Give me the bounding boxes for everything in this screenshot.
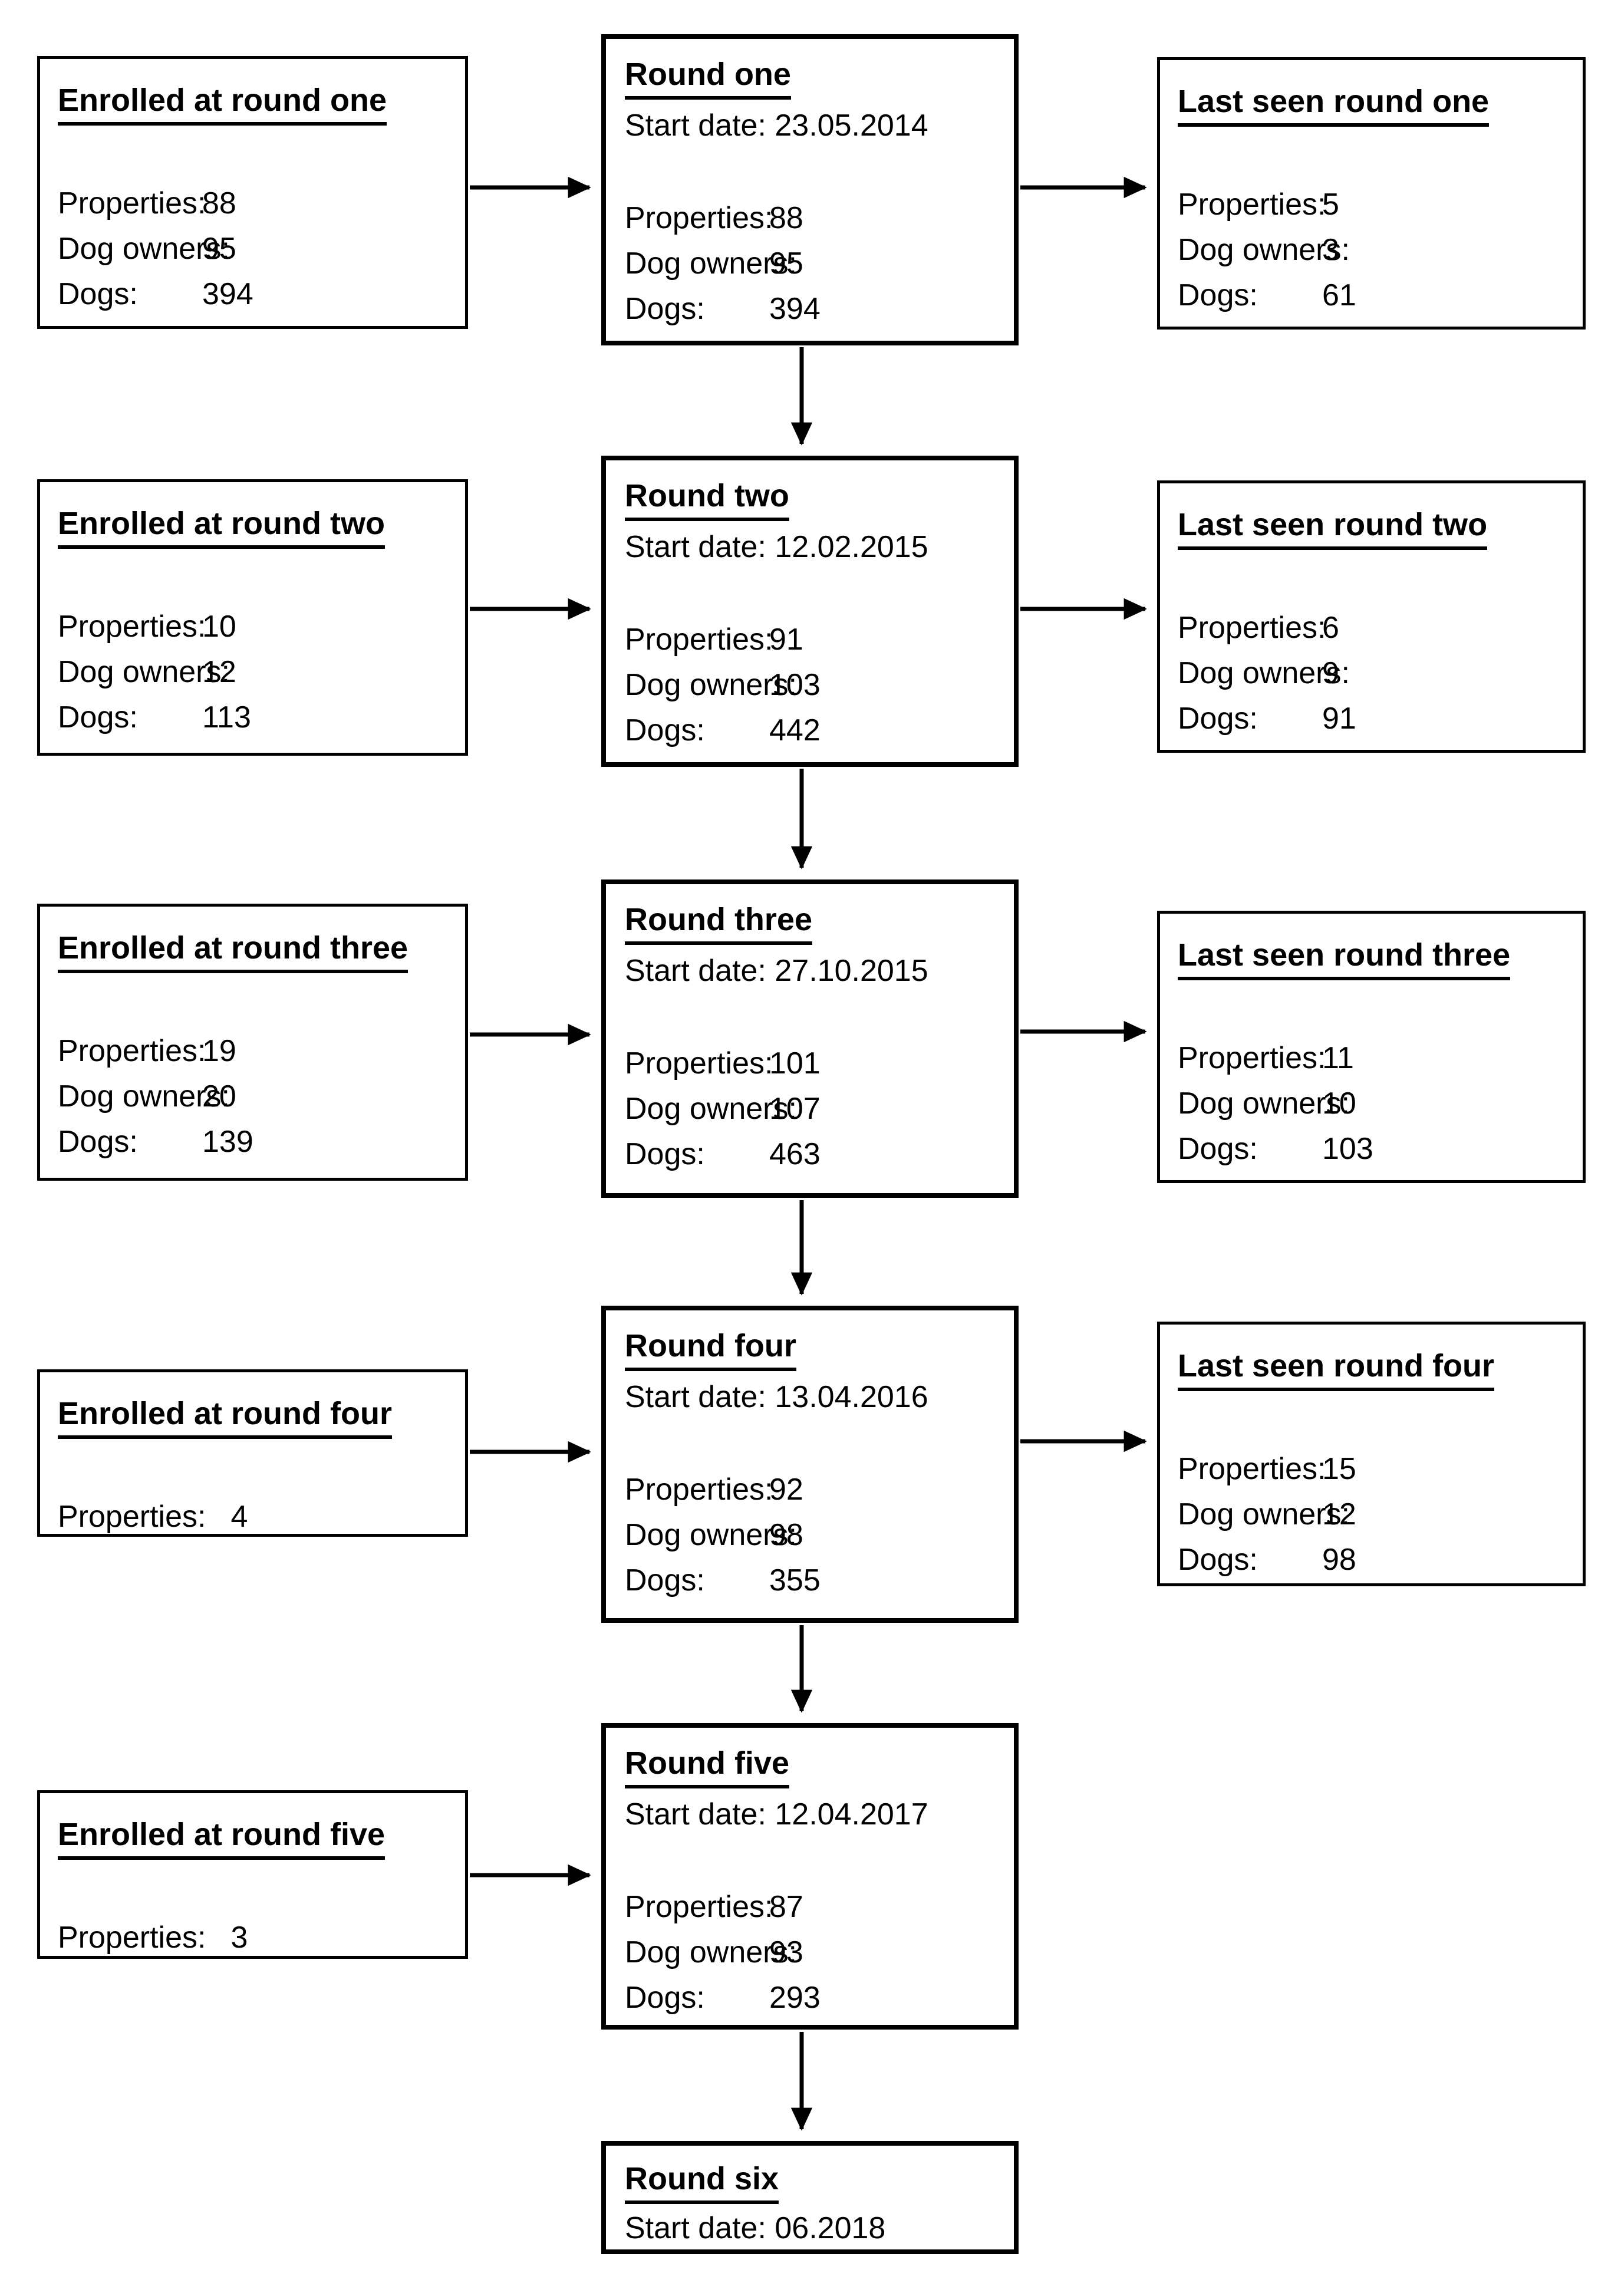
enrolled-round-five-box: Enrolled at round five Properties: 3 [37,1790,468,1959]
stat-properties: Properties: 15 [1178,1452,1356,1486]
box-title: Round four [625,1328,796,1371]
stats: Properties: 91 Dog owners: 103 Dogs: 442 [625,617,997,753]
last-seen-round-four-box: Last seen round four Properties: 15 Dog o… [1157,1322,1586,1586]
stats: Properties: 101 Dog owners: 107 Dogs: 463 [625,1041,997,1177]
enrolled-round-two-box: Enrolled at round two Properties: 10 Dog … [37,479,468,756]
box-title: Round six [625,2161,779,2204]
stat-dog-owners: Dog owners: 9 [1178,656,1350,690]
box-title: Round two [625,478,789,521]
stat-properties: Properties: 87 [625,1890,803,1924]
stat-dog-owners: Dog owners: 95 [58,232,236,266]
box-title: Last seen round four [1178,1348,1495,1391]
stats: Properties: 88 Dog owners: 95 Dogs: 394 [625,196,997,332]
box-title: Enrolled at round five [58,1817,386,1860]
stat-dogs: Dogs: 103 [1178,1132,1373,1166]
stat-dog-owners: Dog owners: 93 [625,1935,803,1969]
round-two-box: Round two Start date: 12.02.2015 Propert… [601,456,1019,767]
start-date: Start date: 12.04.2017 [625,1797,928,1831]
last-seen-round-two-box: Last seen round two Properties: 6 Dog own… [1157,480,1586,753]
start-date: Start date: 12.02.2015 [625,530,928,564]
stat-properties: Properties: 10 [58,610,236,644]
stat-dogs: Dogs: 113 [58,700,251,734]
stat-properties: Properties: 88 [58,186,236,220]
stats: Properties: 11 Dog owners: 10 Dogs: 103 [1178,1036,1565,1172]
stat-dogs: Dogs: 394 [625,292,821,326]
round-six-box: Round six Start date: 06.2018 [601,2141,1019,2254]
stat-dog-owners: Dog owners: 12 [58,655,236,689]
stat-dog-owners: Dog owners: 107 [625,1092,821,1126]
stats: Properties: 19 Dog owners: 20 Dogs: 139 [58,1029,447,1165]
stat-dogs: Dogs: 355 [625,1563,821,1597]
box-title: Round five [625,1745,789,1788]
stat-dogs: Dogs: 442 [625,713,821,747]
last-seen-round-three-box: Last seen round three Properties: 11 Dog … [1157,911,1586,1183]
stat-dog-owners: Dog owners: 3 [1178,233,1350,267]
start-date: Start date: 13.04.2016 [625,1380,928,1414]
stat-dogs: Dogs: 394 [58,277,253,311]
round-one-box: Round one Start date: 23.05.2014 Propert… [601,34,1019,345]
stats: Properties: 10 Dog owners: 12 Dogs: 113 [58,604,447,740]
box-title: Enrolled at round four [58,1396,392,1439]
box-title: Enrolled at round three [58,930,408,973]
stats: Properties: 6 Dog owners: 9 Dogs: 91 [1178,605,1565,742]
enrolled-round-four-box: Enrolled at round four Properties: 4 [37,1369,468,1537]
stats: Properties: 88 Dog owners: 95 Dogs: 394 [58,181,447,317]
box-title: Enrolled at round one [58,83,387,126]
stat-dog-owners: Dog owners: 20 [58,1079,236,1114]
enrolled-round-three-box: Enrolled at round three Properties: 19 Do… [37,904,468,1181]
box-title: Last seen round three [1178,937,1511,980]
stat-dogs: Dogs: 61 [1178,278,1356,312]
stats: Properties: 92 Dog owners: 98 Dogs: 355 [625,1467,997,1603]
stat-properties: Properties: 88 [625,201,803,235]
box-title: Last seen round one [1178,84,1490,127]
stat-properties: Properties: 3 [58,1921,248,1955]
stat-properties: Properties: 92 [625,1473,803,1507]
stat-dogs: Dogs: 293 [625,1981,821,2015]
stats: Properties: 87 Dog owners: 93 Dogs: 293 [625,1885,997,2021]
stat-dog-owners: Dog owners: 103 [625,668,821,702]
box-title: Round three [625,902,812,945]
enrolled-round-one-box: Enrolled at round one Properties: 88 Dog … [37,56,468,329]
start-date: Start date: 06.2018 [625,2211,886,2245]
stats: Properties: 5 Dog owners: 3 Dogs: 61 [1178,182,1565,318]
stat-properties: Properties: 19 [58,1034,236,1068]
stats: Properties: 3 [58,1915,447,1961]
stat-properties: Properties: 6 [1178,611,1339,645]
last-seen-round-one-box: Last seen round one Properties: 5 Dog own… [1157,57,1586,330]
stat-dogs: Dogs: 91 [1178,701,1356,736]
stat-dog-owners: Dog owners: 95 [625,246,803,281]
stat-dog-owners: Dog owners: 12 [1178,1497,1356,1531]
round-three-box: Round three Start date: 27.10.2015 Prope… [601,879,1019,1198]
stat-dog-owners: Dog owners: 10 [1178,1086,1356,1121]
stats: Properties: 15 Dog owners: 12 Dogs: 98 [1178,1447,1565,1583]
start-date: Start date: 23.05.2014 [625,108,928,143]
box-title: Enrolled at round two [58,506,385,549]
box-title: Round one [625,57,791,100]
box-title: Last seen round two [1178,507,1488,550]
stat-properties: Properties: 101 [625,1046,821,1081]
stat-dogs: Dogs: 98 [1178,1543,1356,1577]
stat-properties: Properties: 5 [1178,187,1339,222]
start-date: Start date: 27.10.2015 [625,954,928,988]
stat-dog-owners: Dog owners: 98 [625,1518,803,1552]
stat-dogs: Dogs: 139 [58,1125,253,1159]
stat-properties: Properties: 4 [58,1500,248,1534]
stat-properties: Properties: 91 [625,622,803,657]
round-five-box: Round five Start date: 12.04.2017 Proper… [601,1723,1019,2030]
stat-dogs: Dogs: 463 [625,1137,821,1171]
stat-properties: Properties: 11 [1178,1041,1354,1075]
stats: Properties: 4 [58,1494,447,1540]
round-four-box: Round four Start date: 13.04.2016 Proper… [601,1306,1019,1623]
